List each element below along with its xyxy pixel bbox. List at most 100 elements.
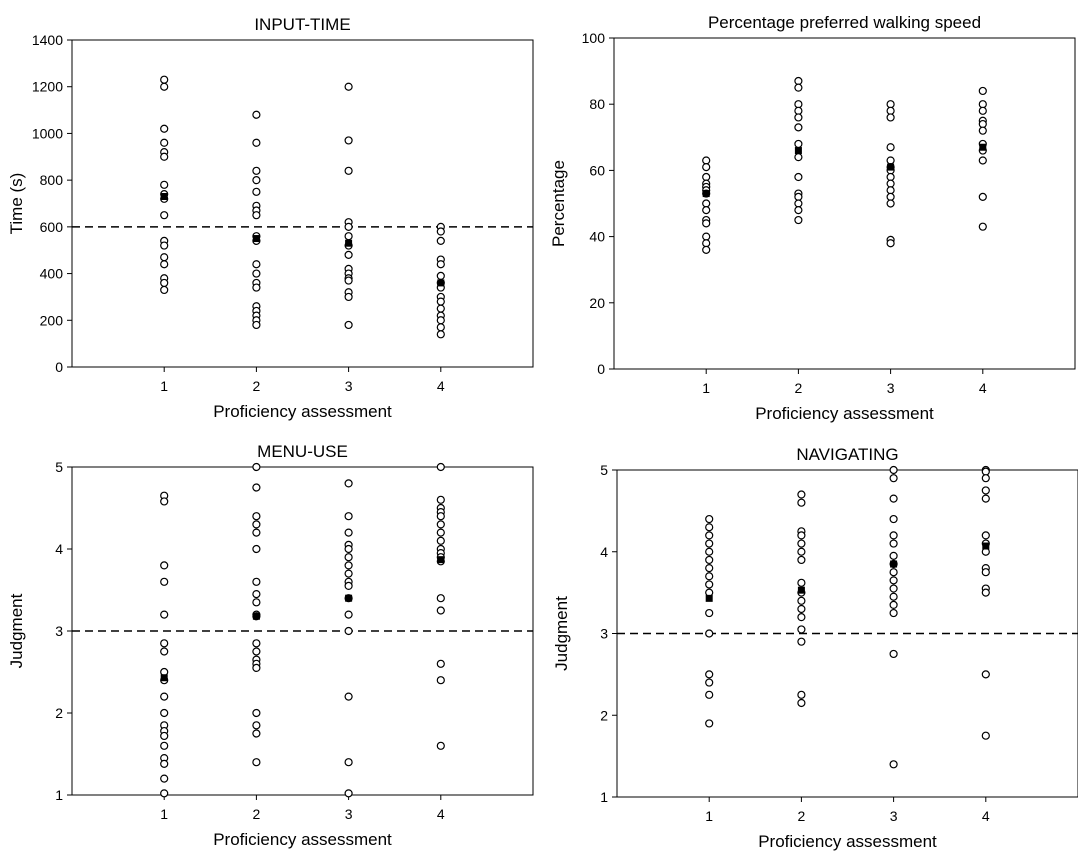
data-point	[978, 126, 987, 135]
data-point	[436, 462, 445, 472]
data-point	[889, 531, 898, 540]
data-point	[889, 474, 898, 483]
data-point	[702, 162, 711, 172]
y-tick-label: 100	[582, 30, 606, 46]
data-point	[797, 604, 806, 614]
y-tick-label: 1000	[32, 125, 63, 141]
data-point	[252, 483, 261, 492]
data-point	[436, 528, 445, 537]
data-point	[252, 639, 261, 648]
data-point	[344, 544, 353, 554]
data-point	[436, 659, 445, 668]
data-point	[797, 498, 806, 507]
data-point	[797, 547, 806, 556]
data-point	[981, 731, 990, 740]
data-point	[702, 232, 711, 241]
data-point	[344, 692, 353, 701]
data-point	[981, 486, 990, 495]
data-point	[252, 110, 261, 119]
data-point	[252, 320, 261, 330]
data-point	[981, 531, 990, 540]
data-point	[797, 555, 806, 565]
y-tick-label: 3	[600, 626, 608, 642]
data-point	[794, 139, 803, 149]
x-tick-label: 2	[253, 806, 261, 822]
data-point	[160, 278, 169, 288]
data-point	[794, 123, 803, 132]
data-point	[978, 100, 987, 109]
data-point	[160, 124, 169, 133]
data-point	[705, 539, 714, 548]
data-point	[344, 610, 353, 619]
data-point	[344, 626, 353, 636]
data-point	[797, 698, 806, 708]
data-point	[436, 316, 445, 325]
data-point	[794, 100, 803, 109]
data-point	[705, 572, 714, 581]
data-point	[344, 553, 353, 562]
data-point	[886, 192, 895, 201]
data-point	[797, 531, 806, 540]
x-tick-label: 1	[702, 380, 710, 396]
data-point	[702, 245, 711, 254]
y-axis-label: Judgment	[552, 596, 571, 671]
mean-marker	[702, 190, 710, 198]
data-point	[344, 789, 353, 798]
y-tick-label: 2	[600, 707, 608, 723]
data-point	[981, 474, 990, 483]
data-point	[797, 596, 806, 605]
data-point	[344, 166, 353, 175]
data-point	[344, 479, 353, 488]
data-point	[160, 692, 169, 701]
y-tick-label: 40	[589, 229, 605, 245]
mean-marker	[890, 560, 898, 568]
data-point	[344, 528, 353, 537]
data-point	[344, 222, 353, 231]
data-point	[344, 512, 353, 521]
data-point	[794, 172, 803, 182]
mean-marker	[705, 594, 713, 602]
data-point	[344, 136, 353, 145]
data-point	[886, 186, 895, 195]
mean-marker	[794, 147, 802, 155]
x-tick-label: 1	[160, 806, 168, 822]
data-point	[160, 759, 169, 768]
y-tick-label: 3	[55, 623, 63, 639]
mean-marker	[982, 542, 990, 550]
data-point	[436, 236, 445, 245]
data-point	[252, 138, 261, 147]
mean-marker	[979, 143, 987, 151]
data-point	[160, 731, 169, 741]
x-tick-label: 4	[979, 380, 987, 396]
data-point	[886, 106, 895, 115]
y-tick-label: 1	[55, 787, 63, 803]
data-point	[252, 729, 261, 738]
y-tick-label: 5	[600, 462, 608, 478]
data-point	[160, 497, 169, 506]
data-point	[344, 232, 353, 241]
data-point	[981, 494, 990, 503]
y-tick-label: 1	[600, 789, 608, 805]
data-point	[794, 192, 803, 201]
chart-panel-p2: Percentage preferred walking speed Profic…	[549, 13, 1076, 423]
x-tick-label: 2	[795, 380, 803, 396]
data-point	[252, 269, 261, 278]
data-point	[252, 721, 261, 730]
x-tick-label: 3	[890, 808, 898, 824]
data-point	[252, 708, 261, 718]
data-point	[886, 100, 895, 109]
data-point	[794, 113, 803, 122]
x-axis-label: Proficiency assessment	[213, 830, 392, 849]
y-tick-label: 80	[589, 96, 605, 112]
chart-title: NAVIGATING	[796, 445, 898, 464]
mean-marker	[160, 674, 168, 682]
mean-marker	[252, 235, 260, 243]
data-point	[252, 589, 261, 599]
data-point	[436, 676, 445, 685]
data-point	[978, 192, 987, 201]
y-tick-label: 0	[597, 361, 605, 377]
data-point	[252, 528, 261, 537]
data-point	[797, 539, 806, 548]
x-axis-label: Proficiency assessment	[213, 402, 392, 421]
